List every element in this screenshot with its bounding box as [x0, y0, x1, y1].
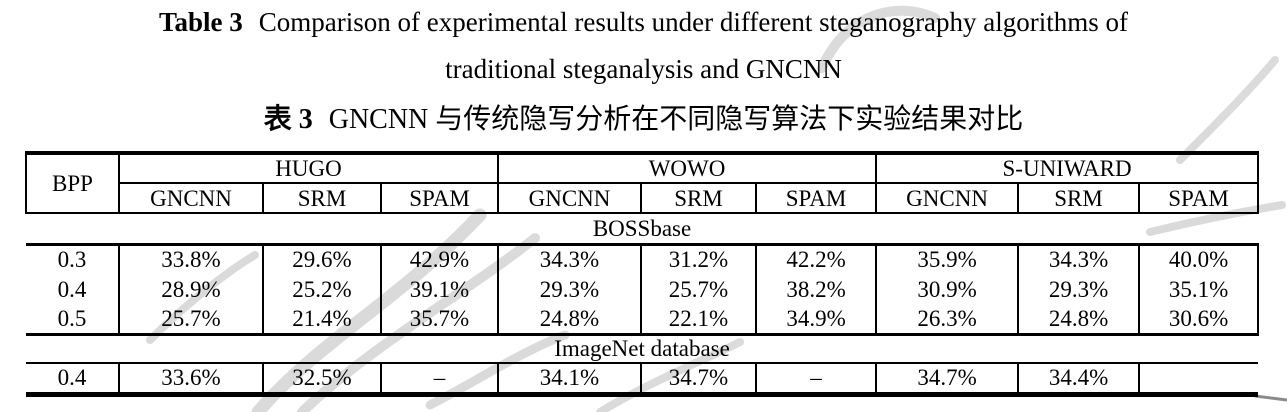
table-cell: 24.8%: [1017, 304, 1140, 336]
table-row: 0.4 33.6% 32.5% – 34.1% 34.7% – 34.7% 34…: [26, 363, 1259, 397]
table-cell: 26.3%: [875, 304, 1019, 336]
table-caption-en-number: Table 3: [158, 7, 243, 37]
col-group-s-uniward: S-UNIWARD: [875, 151, 1260, 184]
table-caption-zh: 表 3 GNCNN 与传统隐写分析在不同隐写算法下实验结果对比: [0, 97, 1287, 137]
table-cell: 35.7%: [379, 304, 499, 336]
col-header-su-spam: SPAM: [1138, 183, 1260, 214]
section-label: BOSSbase: [26, 213, 1259, 246]
table-cell: 24.8%: [497, 304, 642, 336]
table-cell: 34.1%: [497, 363, 642, 397]
table-cell: 33.6%: [118, 363, 263, 397]
table-cell: 28.9%: [118, 274, 263, 304]
section-label: ImageNet database: [26, 334, 1259, 364]
table-cell: –: [379, 363, 499, 397]
table-caption-en-line2: traditional steganalysis and GNCNN: [445, 54, 842, 84]
table-row: 0.3 33.8% 29.6% 42.9% 34.3% 31.2% 42.2% …: [26, 244, 1260, 274]
table-cell: 34.7%: [640, 363, 757, 397]
table-cell: 31.2%: [640, 244, 757, 274]
table-cell: 35.9%: [875, 244, 1019, 274]
table-cell: 35.1%: [1138, 274, 1260, 304]
row-header-cell: 0.3: [57, 247, 87, 273]
table-cell: 30.6%: [1138, 304, 1260, 336]
row-header-cell: 0.5: [26, 304, 119, 336]
table-header-group-row: BPP HUGO WOWO S-UNIWARD: [25, 151, 1260, 214]
table-cell: 25.7%: [118, 304, 263, 336]
section-row-bossbase: BOSSbase: [26, 213, 1259, 246]
table-cell: 33.8%: [118, 244, 263, 274]
table-cell: 38.2%: [755, 274, 877, 304]
results-table: BPP HUGO WOWO S-UNIWARD GNCNN SRM SPAM G…: [25, 151, 1260, 397]
table-header-sub-row: GNCNN SRM SPAM GNCNN SRM SPAM GNCNN SRM …: [26, 183, 1260, 214]
table-cell: 42.2%: [755, 244, 877, 274]
table-cell: 40.0%: [1138, 244, 1260, 274]
table-cell: [1138, 363, 1259, 397]
row-header-cell: 0.4: [57, 276, 87, 302]
table-caption-zh-text: GNCNN 与传统隐写分析在不同隐写算法下实验结果对比: [328, 104, 1024, 135]
table-cell: 39.1%: [379, 274, 499, 304]
table-cell: 29.6%: [262, 244, 381, 274]
table-cell: –: [755, 363, 877, 397]
table-cell: 32.5%: [262, 363, 381, 397]
col-header-bpp: BPP: [25, 151, 119, 214]
table-cell: 29.3%: [1017, 274, 1140, 304]
table-cell: 42.9%: [379, 244, 499, 274]
table-caption-zh-number: 表 3: [263, 104, 313, 135]
table-cell: 34.9%: [755, 304, 877, 336]
table-cell: 34.3%: [1017, 244, 1140, 274]
table-cell: 34.4%: [1017, 363, 1140, 397]
table-cell: 25.2%: [262, 274, 381, 304]
table-cell: 30.9%: [875, 274, 1019, 304]
table-cell: 21.4%: [262, 304, 381, 336]
table-cell: 34.7%: [875, 363, 1019, 397]
col-header-hugo-gncnn: GNCNN: [118, 183, 263, 214]
table-cell: 29.3%: [497, 274, 642, 304]
col-header-su-srm: SRM: [1017, 183, 1140, 214]
table-cell: 22.1%: [640, 304, 757, 336]
table-cell: 34.3%: [497, 244, 642, 274]
table-row: 0.5 25.7% 21.4% 35.7% 24.8% 22.1% 34.9% …: [26, 304, 1260, 336]
col-header-wowo-srm: SRM: [640, 183, 757, 214]
table-caption-en: Table 3 Comparison of experimental result…: [0, 7, 1287, 38]
col-group-wowo: WOWO: [497, 151, 877, 184]
col-header-su-gncnn: GNCNN: [875, 183, 1019, 214]
table-cell: 25.7%: [640, 274, 757, 304]
col-header-wowo-spam: SPAM: [755, 183, 877, 214]
row-header-cell: 0.4: [26, 363, 119, 397]
col-header-hugo-srm: SRM: [262, 183, 381, 214]
col-header-wowo-gncnn: GNCNN: [497, 183, 642, 214]
col-header-hugo-spam: SPAM: [379, 183, 499, 214]
section-row-imagenet: ImageNet database: [26, 334, 1259, 364]
table-caption-en-text: Comparison of experimental results under…: [258, 7, 1129, 37]
col-group-hugo: HUGO: [117, 151, 499, 184]
table-row: 0.4 28.9% 25.2% 39.1% 29.3% 25.7% 38.2% …: [26, 274, 1260, 304]
